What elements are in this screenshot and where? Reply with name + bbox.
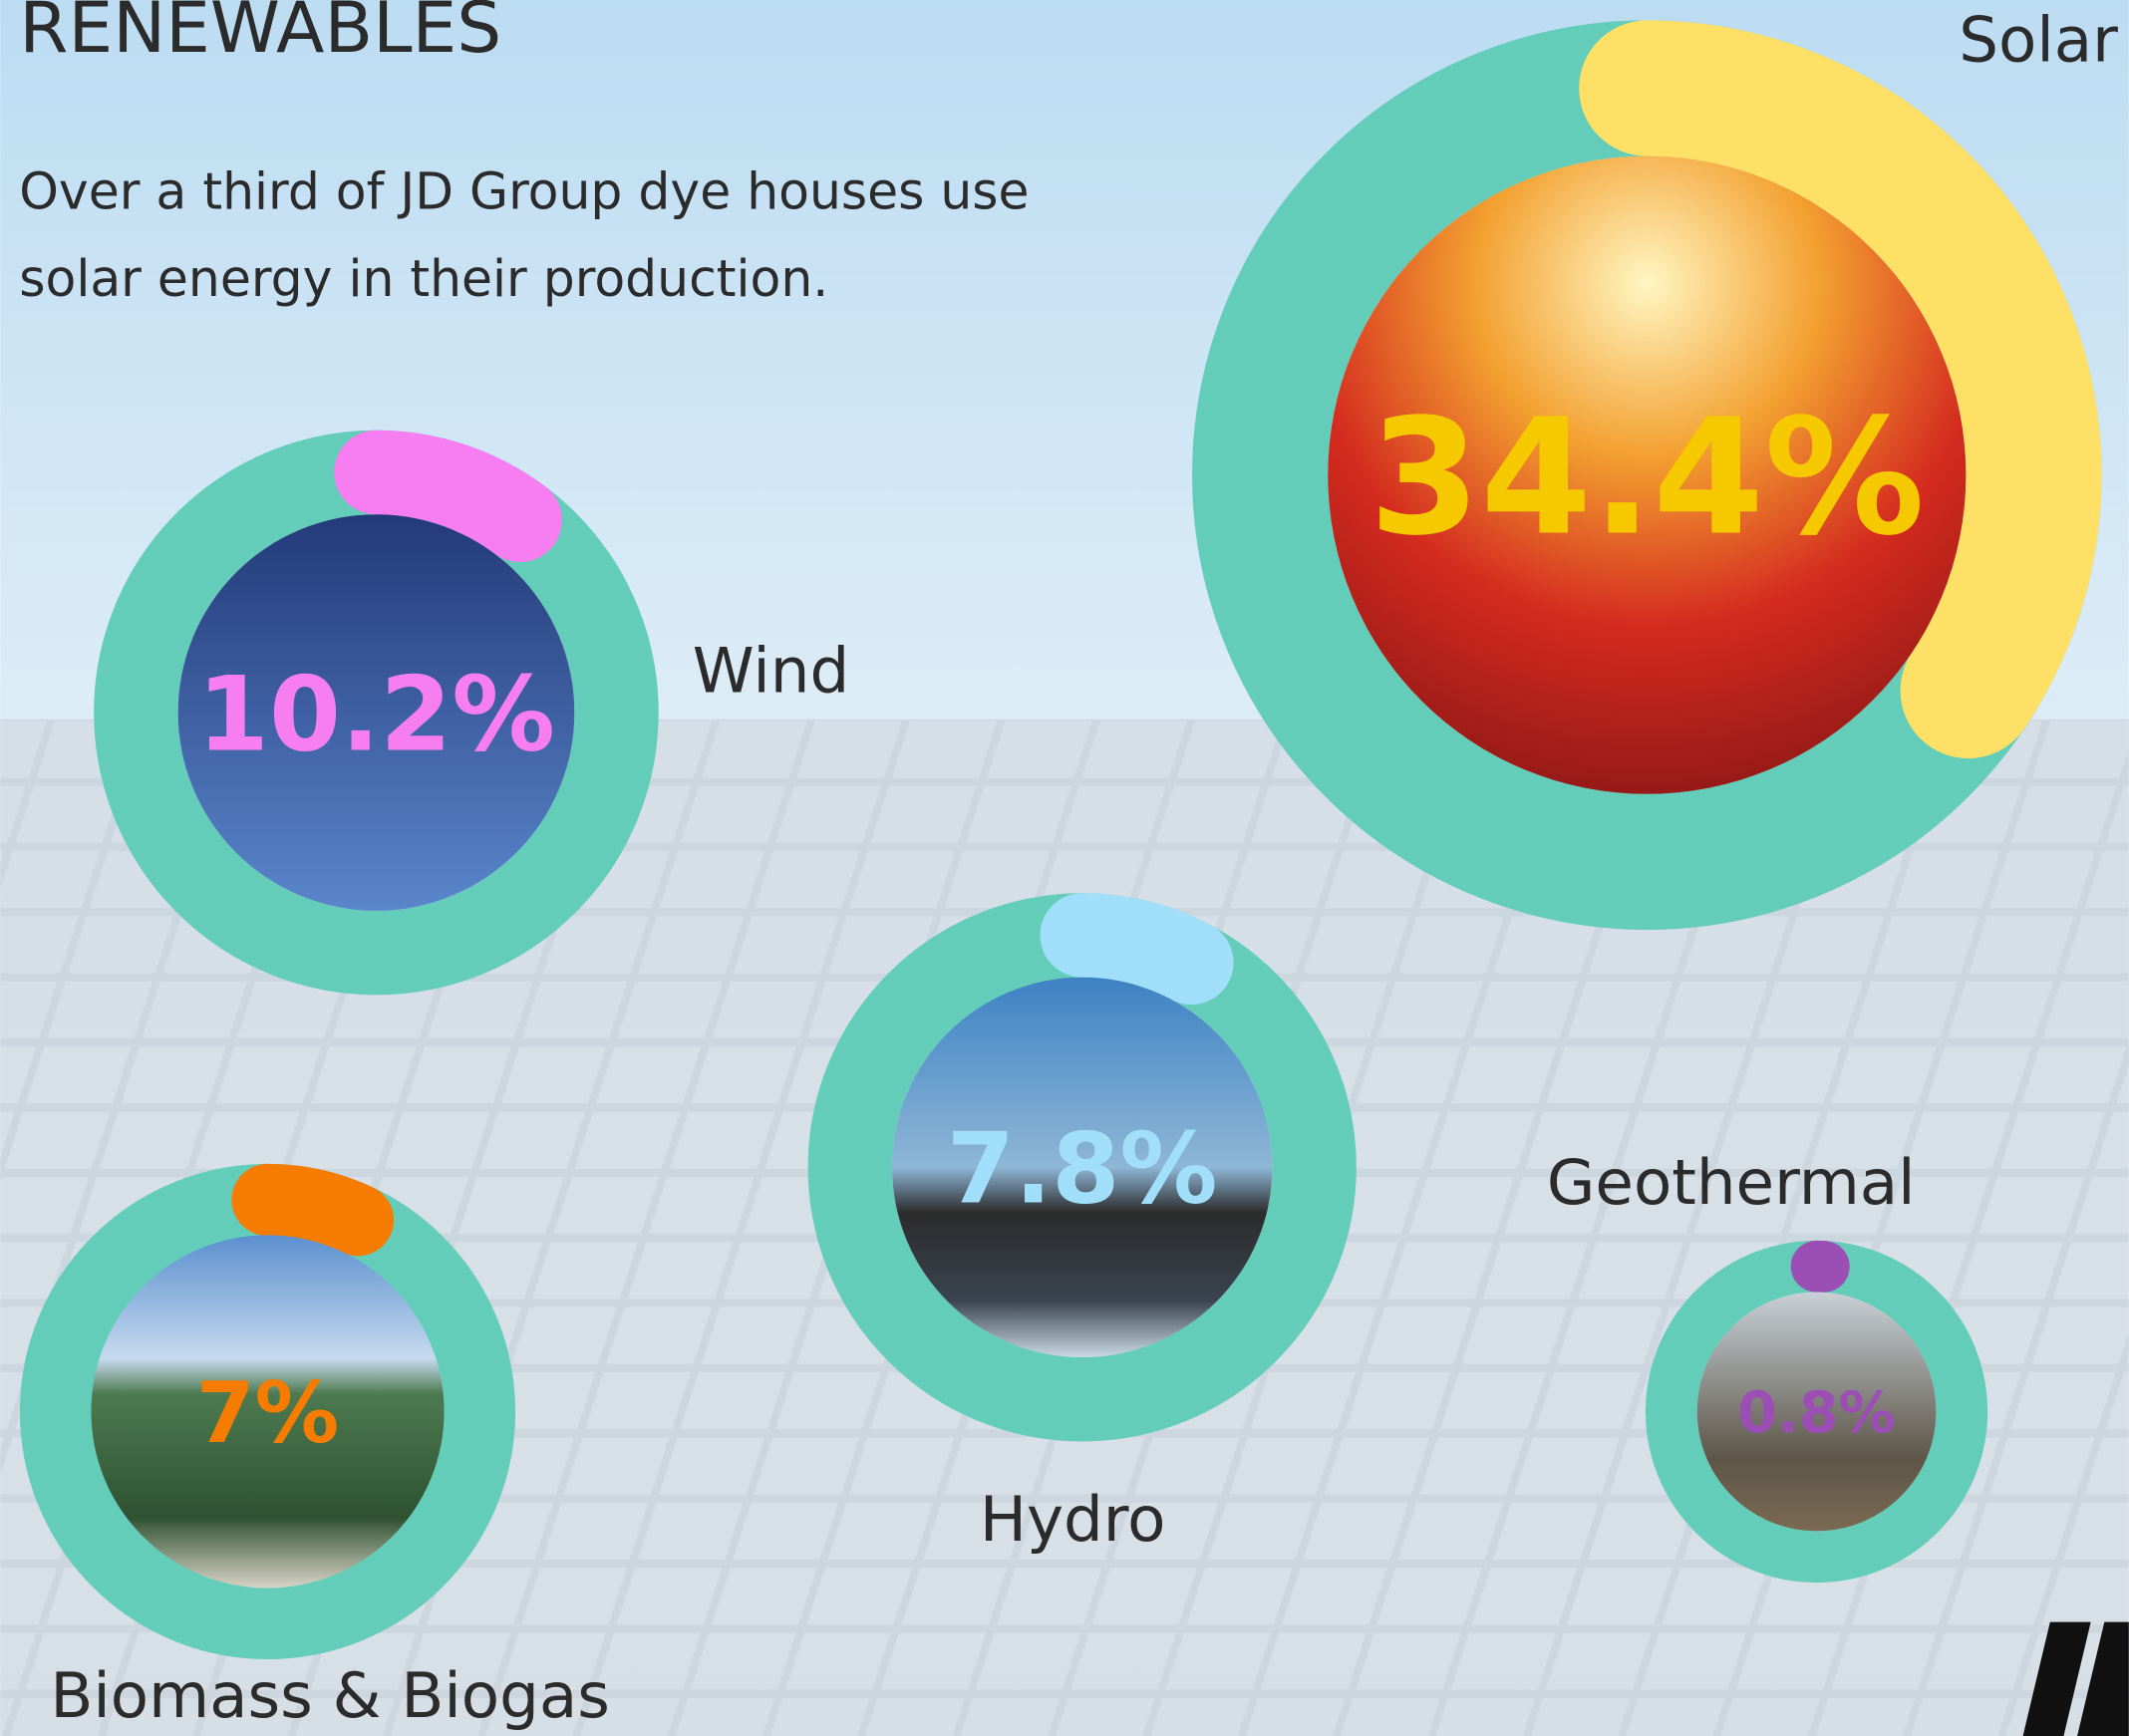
value-label: 7.8% bbox=[947, 1113, 1218, 1227]
title: RENEWABLES bbox=[19, 0, 501, 69]
category-label: Wind bbox=[693, 635, 849, 708]
value-label: 7% bbox=[196, 1364, 339, 1462]
category-label: Biomass & Biogas bbox=[50, 1659, 610, 1732]
progress-arc bbox=[1192, 20, 2102, 930]
progress-arc bbox=[807, 893, 1357, 1442]
progress-arc bbox=[1645, 1240, 1988, 1584]
value-label: 0.8% bbox=[1737, 1380, 1896, 1446]
photo bbox=[1328, 155, 1967, 794]
photo bbox=[1696, 1292, 1937, 1532]
progress-arc bbox=[94, 430, 659, 996]
logo bbox=[2022, 1621, 2129, 1736]
photo bbox=[177, 514, 575, 911]
photo bbox=[892, 977, 1273, 1358]
value-label: 10.2% bbox=[197, 655, 555, 774]
category-label: Solar bbox=[1959, 3, 2118, 76]
value-label: 34.4% bbox=[1369, 385, 1926, 571]
progress-arc bbox=[19, 1163, 516, 1660]
category-label: Geothermal bbox=[1547, 1146, 1916, 1219]
photo bbox=[91, 1235, 445, 1589]
category-label: Hydro bbox=[980, 1483, 1166, 1556]
subtitle: solar energy in their production. bbox=[19, 249, 828, 308]
subtitle: Over a third of JD Group dye houses use bbox=[19, 162, 1029, 221]
